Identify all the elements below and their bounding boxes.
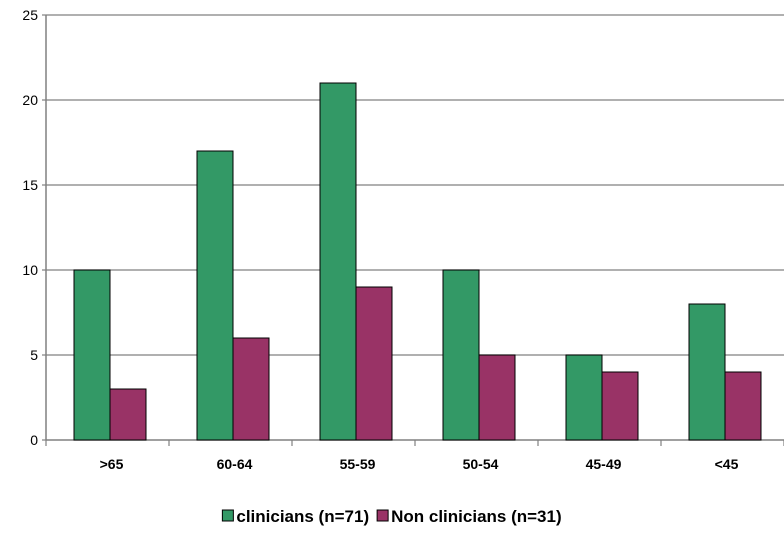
legend-label: clinicians (n=71) (236, 507, 369, 526)
bars (73, 82, 762, 441)
y-tick-label: 20 (22, 92, 38, 108)
bar-non-clinicians-2 (355, 286, 393, 441)
bar-non-clinicians-5 (724, 371, 762, 441)
legend: clinicians (n=71) Non clinicians (n=31) (221, 507, 562, 526)
x-category-label: 50-54 (463, 456, 499, 472)
x-category-label: >65 (100, 456, 124, 472)
legend-swatch-clinicians (221, 509, 234, 522)
bar-clinicians-2 (319, 82, 357, 441)
bar-non-clinicians-0 (109, 388, 147, 441)
legend-swatch-non-clinicians (376, 509, 389, 522)
grid-lines (46, 14, 784, 356)
bar-non-clinicians-4 (601, 371, 639, 441)
y-tick-labels: 0 5 10 15 20 25 (22, 7, 38, 448)
bar-non-clinicians-1 (232, 337, 270, 441)
x-category-label: 55-59 (340, 456, 376, 472)
bar-clinicians-4 (565, 354, 603, 441)
x-category-label: 60-64 (217, 456, 253, 472)
y-tick-label: 10 (22, 262, 38, 278)
bar-clinicians-3 (442, 269, 480, 441)
bar-non-clinicians-3 (478, 354, 516, 441)
bar-clinicians-0 (73, 269, 111, 441)
axes (42, 14, 784, 446)
bar-clinicians-5 (688, 303, 726, 441)
y-tick-label: 15 (22, 177, 38, 193)
y-tick-label: 25 (22, 7, 38, 23)
y-tick-label: 5 (30, 347, 38, 363)
x-category-label: 45-49 (586, 456, 622, 472)
bar-clinicians-1 (196, 150, 234, 441)
x-category-label: <45 (715, 456, 739, 472)
legend-label: Non clinicians (n=31) (391, 507, 562, 526)
x-category-labels: >65 60-64 55-59 50-54 45-49 <45 (100, 456, 739, 472)
y-tick-label: 0 (30, 432, 38, 448)
